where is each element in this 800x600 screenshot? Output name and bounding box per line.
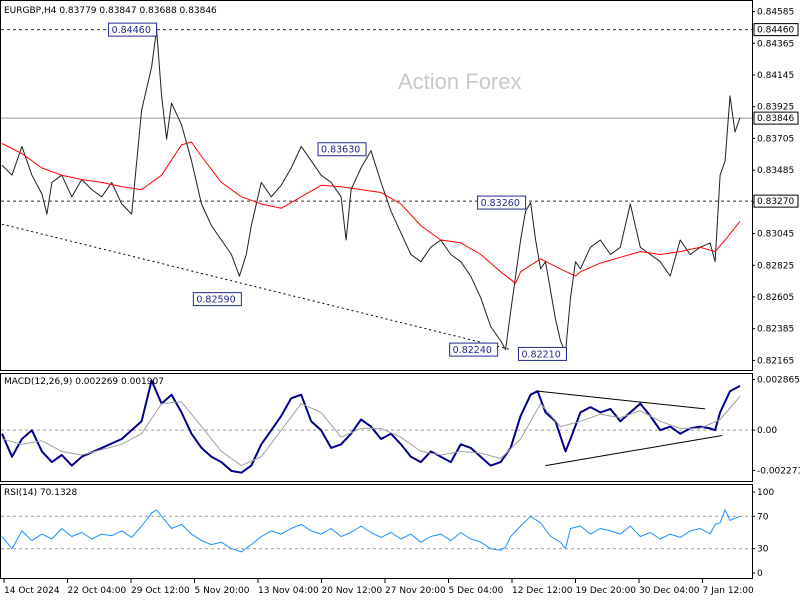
price-axis-tick-label: 0.83705 — [757, 134, 794, 144]
watermark-text: Action Forex — [398, 69, 522, 94]
macd-main-line — [1, 379, 741, 474]
price-level-axis-label: 0.83846 — [757, 114, 794, 124]
price-axis-tick-label: 0.84585 — [757, 8, 794, 18]
rsi-panel-title: RSI(14) 70.1328 — [4, 488, 77, 498]
price-level-axis-box — [753, 111, 799, 125]
time-axis-tick-label: 14 Oct 2024 — [4, 586, 60, 596]
price-axis-tick-label: 0.82605 — [757, 293, 794, 303]
price-panel: 0.84460 0.83630 0.83260 0.82590 0.82240 0.822… — [1, 8, 799, 366]
price-annotation-label: 0.82210 — [521, 349, 560, 360]
time-axis-tick-label: 22 Oct 04:00 — [68, 586, 127, 596]
price-axis-tick-label: 0.84145 — [757, 71, 794, 81]
price-axis-tick-label: 0.82825 — [757, 261, 794, 271]
time-axis-tick-label: 29 Oct 12:00 — [131, 586, 190, 596]
moving-average-line — [1, 141, 741, 284]
macd-triangle-trendline — [545, 434, 723, 467]
macd-axis-tick-label: 0.002865 — [757, 375, 800, 385]
price-annotation-box — [317, 142, 367, 157]
price-level-axis-label: 0.83270 — [757, 197, 794, 207]
macd-panel-title: MACD(12,26,9) 0.002269 0.001907 — [4, 377, 164, 387]
price-annotation-box — [517, 346, 567, 361]
support-trendline — [1, 223, 511, 351]
price-axis-tick-label: 0.82165 — [757, 356, 794, 366]
macd-triangle-trendline — [537, 390, 706, 410]
time-axis-tick-label: 19 Dec 20:00 — [576, 586, 637, 596]
price-annotation-box — [477, 195, 527, 210]
price-panel-title: EURGBP,H4 0.83779 0.83847 0.83688 0.8384… — [4, 6, 217, 16]
rsi-panel: 100 70 30 0 — [1, 488, 774, 579]
time-axis-tick-label: 30 Dec 04:00 — [639, 586, 700, 596]
price-axis-tick-label: 0.82385 — [757, 325, 794, 335]
rsi-panel-frame — [0, 484, 753, 579]
price-level-axis-box — [753, 23, 799, 37]
price-annotation-box — [449, 342, 499, 357]
time-axis-tick-label: 12 Dec 12:00 — [512, 586, 573, 596]
rsi-axis-tick-label: 70 — [757, 512, 769, 522]
rsi-axis-tick-label: 0 — [757, 569, 763, 579]
price-axis-tick-label: 0.83925 — [757, 103, 794, 113]
price-annotation-label: 0.83260 — [481, 198, 520, 209]
price-series-line — [1, 29, 741, 353]
macd-axis-tick-label: -0.002271 — [757, 466, 800, 476]
rsi-axis-tick-label: 100 — [757, 488, 774, 498]
price-axis-tick-label: 0.83045 — [757, 230, 794, 240]
price-level-axis-label: 0.84460 — [757, 26, 794, 36]
price-annotation-label: 0.84460 — [112, 25, 151, 36]
time-axis-tick-label: 20 Nov 12:00 — [322, 586, 383, 596]
macd-signal-line — [1, 396, 741, 467]
price-axis-tick-label: 0.83485 — [757, 166, 794, 176]
rsi-axis-tick-label: 30 — [757, 545, 769, 555]
time-axis: 14 Oct 2024 22 Oct 04:00 29 Oct 12:00 5 Nov… — [3, 579, 755, 596]
price-level-axis-box — [753, 194, 799, 208]
macd-panel: 0.002865 0.00 -0.002271 — [1, 375, 800, 476]
time-axis-tick-label: 13 Nov 04:00 — [258, 586, 319, 596]
price-annotation-box — [108, 22, 158, 37]
price-axis-tick-label: 0.84365 — [757, 39, 794, 49]
price-annotation-label: 0.82240 — [453, 345, 492, 356]
time-axis-tick-label: 5 Nov 20:00 — [195, 586, 250, 596]
macd-axis-tick-label: 0.00 — [757, 426, 777, 436]
macd-panel-frame — [0, 373, 753, 482]
time-axis-tick-label: 5 Dec 04:00 — [449, 586, 504, 596]
price-panel-frame — [0, 0, 753, 371]
rsi-line — [1, 509, 741, 553]
price-annotation-label: 0.83630 — [321, 145, 360, 156]
time-axis-tick-label: 7 Jan 12:00 — [703, 586, 755, 596]
price-annotation-label: 0.82590 — [196, 295, 235, 306]
price-annotation-box — [192, 292, 242, 307]
time-axis-tick-label: 27 Nov 20:00 — [385, 586, 446, 596]
